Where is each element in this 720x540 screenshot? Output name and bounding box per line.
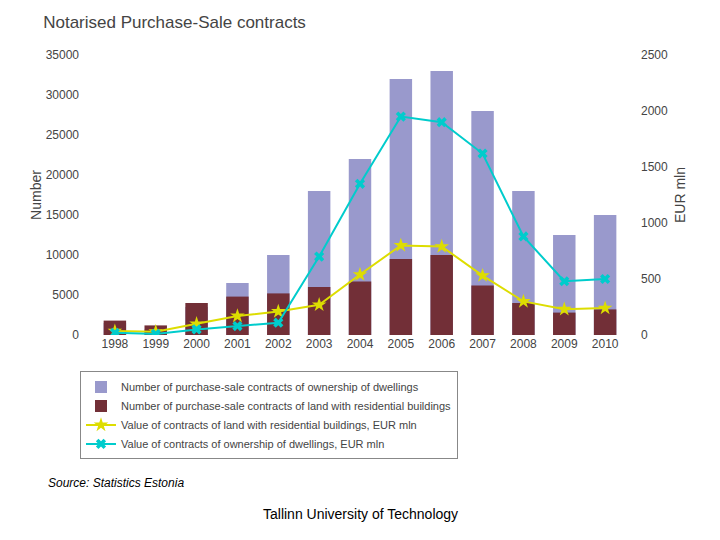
svg-text:2000: 2000 (641, 104, 668, 118)
svg-text:Number: Number (28, 170, 44, 220)
svg-text:EUR mln: EUR mln (672, 167, 688, 223)
svg-text:Source: Statistics Estonia: Source: Statistics Estonia (48, 476, 184, 490)
svg-text:20000: 20000 (46, 168, 80, 182)
svg-text:1000: 1000 (641, 216, 668, 230)
svg-text:1998: 1998 (102, 337, 129, 351)
svg-text:Value of contracts of ownershi: Value of contracts of ownership of dwell… (121, 438, 384, 450)
svg-text:Tallinn University of Technolo: Tallinn University of Technology (263, 506, 458, 522)
svg-text:2005: 2005 (387, 337, 414, 351)
svg-text:0: 0 (72, 328, 79, 342)
svg-text:10000: 10000 (46, 248, 80, 262)
svg-text:15000: 15000 (46, 208, 80, 222)
svg-text:2001: 2001 (224, 337, 251, 351)
svg-text:500: 500 (641, 272, 661, 286)
svg-text:2006: 2006 (428, 337, 455, 351)
svg-text:2008: 2008 (510, 337, 537, 351)
svg-text:5000: 5000 (52, 288, 79, 302)
svg-text:2010: 2010 (592, 337, 619, 351)
svg-text:1500: 1500 (641, 160, 668, 174)
svg-text:2004: 2004 (347, 337, 374, 351)
svg-text:Value of contracts of land wit: Value of contracts of land with resident… (121, 419, 417, 431)
svg-text:2002: 2002 (265, 337, 292, 351)
svg-text:1999: 1999 (142, 337, 169, 351)
svg-text:Number of purchase-sale contra: Number of purchase-sale contracts of own… (121, 381, 419, 393)
svg-text:Number of purchase-sale contra: Number of purchase-sale contracts of lan… (121, 400, 451, 412)
svg-text:2500: 2500 (641, 48, 668, 62)
svg-text:0: 0 (641, 328, 648, 342)
svg-text:25000: 25000 (46, 128, 80, 142)
svg-text:35000: 35000 (46, 48, 80, 62)
svg-text:2003: 2003 (306, 337, 333, 351)
svg-text:2009: 2009 (551, 337, 578, 351)
svg-text:Notarised Purchase-Sale contra: Notarised Purchase-Sale contracts (43, 13, 306, 32)
svg-text:2000: 2000 (183, 337, 210, 351)
svg-text:30000: 30000 (46, 88, 80, 102)
svg-text:2007: 2007 (469, 337, 496, 351)
